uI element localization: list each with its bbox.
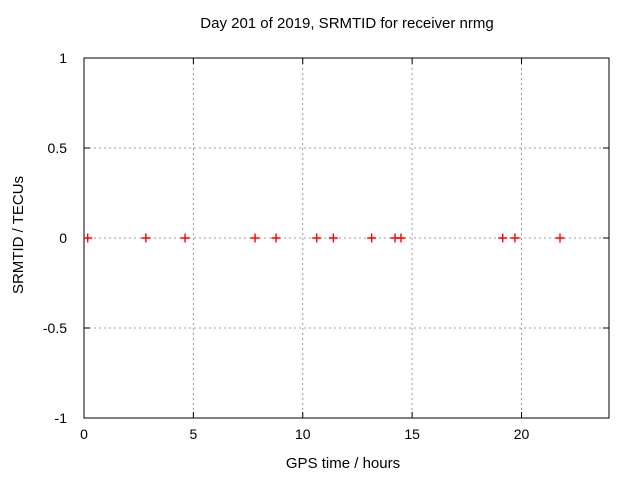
x-tick-label: 5 (189, 426, 197, 442)
y-tick-label: -0.5 (43, 320, 67, 336)
y-tick-label: 0 (59, 230, 67, 246)
data-point-marker (271, 233, 281, 243)
data-point-marker (83, 233, 93, 243)
y-tick-label: -1 (55, 410, 68, 426)
x-tick-label: 0 (80, 426, 88, 442)
data-point-marker (328, 233, 338, 243)
x-tick-label: 10 (295, 426, 311, 442)
data-point-marker (250, 233, 260, 243)
data-point-marker (367, 233, 377, 243)
x-axis-label: GPS time / hours (286, 455, 400, 472)
y-tick-label: 1 (59, 50, 67, 66)
chart-title: Day 201 of 2019, SRMTID for receiver nrm… (200, 15, 493, 32)
y-axis-label: SRMTID / TECUs (10, 176, 27, 294)
data-point-marker (510, 233, 520, 243)
data-point-marker (141, 233, 151, 243)
data-point-marker (312, 233, 322, 243)
data-point-marker (396, 233, 406, 243)
y-tick-label: 0.5 (48, 140, 68, 156)
data-point-marker (498, 233, 508, 243)
x-tick-label: 20 (514, 426, 530, 442)
data-point-marker (555, 233, 565, 243)
data-point-marker (180, 233, 190, 243)
x-tick-label: 15 (404, 426, 420, 442)
